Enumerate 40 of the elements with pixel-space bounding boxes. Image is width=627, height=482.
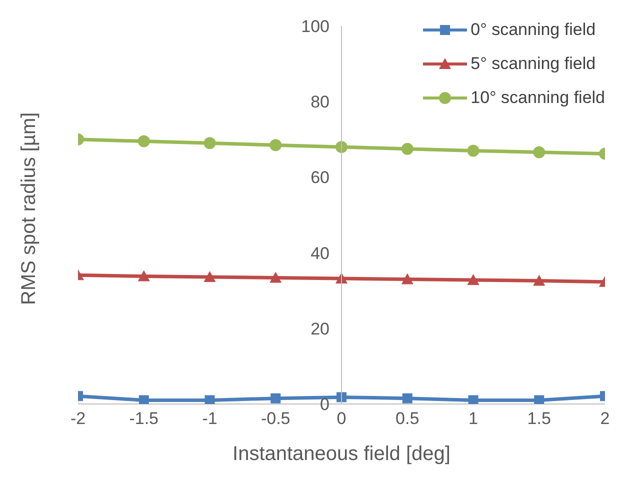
point: [270, 272, 282, 283]
x-tick-label: -1.5: [129, 409, 159, 428]
point: [138, 270, 150, 282]
legend-label: 0° scanning field: [470, 20, 596, 40]
point: [204, 137, 216, 150]
point: [533, 274, 546, 286]
x-tick-label: 2: [600, 409, 610, 428]
x-tick-label: -0.5: [260, 409, 290, 428]
point: [468, 395, 478, 404]
y-tick-label: 40: [310, 244, 330, 263]
x-tick-label: 0: [336, 409, 346, 428]
point: [336, 392, 346, 402]
point: [402, 393, 412, 404]
point: [204, 270, 216, 282]
y-tick-label: 20: [310, 319, 330, 338]
x-tick-label: 0.5: [396, 409, 420, 428]
x-tick-label: 1.5: [527, 409, 551, 428]
y-tick-label: 100: [301, 17, 330, 36]
point: [270, 393, 281, 404]
y-tick-label: 80: [310, 92, 330, 112]
point: [401, 273, 414, 284]
point: [336, 140, 348, 153]
x-axis-title: Instantaneous field [deg]: [232, 443, 450, 465]
point: [270, 139, 282, 152]
legend-label: 5° scanning field: [470, 54, 596, 74]
point: [534, 395, 544, 404]
x-tick-label: -2: [70, 409, 86, 428]
point: [204, 395, 215, 404]
point: [467, 274, 480, 286]
point: [533, 146, 546, 158]
x-tick-label: -1: [202, 409, 218, 428]
point: [467, 144, 480, 157]
y-axis-title: RMS spot radius [µm]: [18, 112, 40, 305]
x-tick-label: 1: [468, 409, 478, 428]
y-tick-label: 60: [310, 168, 330, 188]
point: [138, 135, 150, 148]
legend-label: 10° scanning field: [470, 88, 605, 108]
point: [401, 142, 414, 155]
point: [138, 395, 149, 404]
y-tick-label: 0: [320, 395, 330, 414]
